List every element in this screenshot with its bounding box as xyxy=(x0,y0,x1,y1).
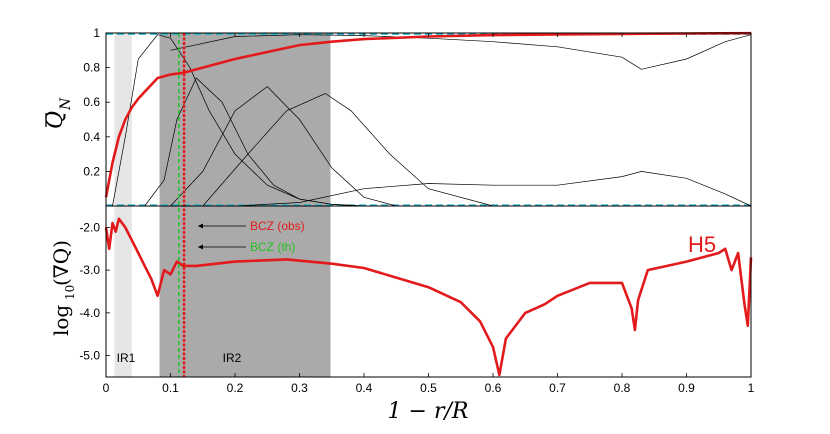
bottom-ytick-label: -3.0 xyxy=(79,263,100,277)
panel-label: H5 xyxy=(688,232,716,257)
top-ytick-label: 0.6 xyxy=(83,95,100,109)
bcz-obs-label: BCZ (obs) xyxy=(250,219,305,233)
bottom-ylabel: log 10 (∇Q) xyxy=(49,240,77,336)
xtick-label: 0.3 xyxy=(291,381,308,395)
xtick-label: 0.1 xyxy=(162,381,179,395)
top-series-thin-mode-2 xyxy=(144,77,365,207)
xtick-label: 0.8 xyxy=(614,381,631,395)
bcz-markers xyxy=(178,33,186,377)
xtick-label: 0.6 xyxy=(485,381,502,395)
bottom-ytick-label: -4.0 xyxy=(79,306,100,320)
top-series-thin-mode-4 xyxy=(202,93,494,207)
bottom-ytick-label: -5.0 xyxy=(79,349,100,363)
top-ytick-label: 0.8 xyxy=(83,61,100,75)
top-ytick-label: 0.4 xyxy=(83,130,100,144)
x-axis-label: 1 − r/R xyxy=(388,399,469,424)
xtick-label: 0.9 xyxy=(678,381,695,395)
bottom-series-log-gradient xyxy=(104,217,753,377)
region-label-ir2: IR2 xyxy=(223,351,242,365)
bcz-th-arrow-head xyxy=(198,244,203,250)
top-ytick-label: 0.2 xyxy=(83,164,100,178)
bottom-ylabel-sub: 10 xyxy=(63,285,77,300)
top-ylabel: Q N xyxy=(43,97,74,129)
bottom-ylabel-rest: (∇Q) xyxy=(49,240,73,286)
bottom-panel xyxy=(104,217,753,377)
xtick-label: 0.5 xyxy=(420,381,437,395)
region-label-ir1: IR1 xyxy=(117,351,136,365)
bottom-ylabel-base: log xyxy=(49,305,73,336)
bottom-ytick-label: -2.0 xyxy=(79,220,100,234)
xtick-label: 0 xyxy=(103,381,110,395)
top-ylabel-base: Q xyxy=(43,111,68,129)
xtick-label: 1 xyxy=(748,381,755,395)
top-ytick-label: 1 xyxy=(93,26,100,40)
xtick-label: 0.2 xyxy=(227,381,244,395)
bcz-th-label: BCZ (th) xyxy=(250,240,295,254)
xtick-label: 0.7 xyxy=(549,381,566,395)
xtick-label: 0.4 xyxy=(356,381,373,395)
top-ylabel-sub: N xyxy=(58,97,74,111)
top-series-thin-envelope-upper xyxy=(170,34,752,70)
top-series-main xyxy=(104,31,752,198)
top-series-thin-envelope-lower xyxy=(234,171,752,207)
ticks: 0.2 0.4 0.6 0.8 1 -5.0 -4.0 -3.0 -2.0 0 0.1 0.2 0.3 0… xyxy=(79,26,754,395)
top-series-thin-mode-3 xyxy=(170,86,397,207)
bcz-obs-arrow-head xyxy=(198,223,203,229)
